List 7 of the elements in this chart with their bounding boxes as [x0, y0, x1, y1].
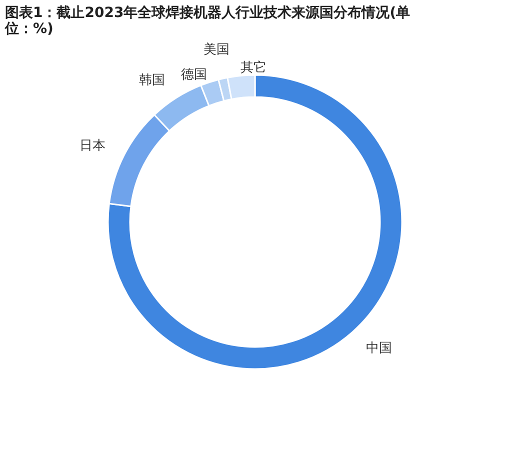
slice-label: 中国: [366, 341, 392, 356]
chart-title: 图表1：截止2023年全球焊接机器人行业技术来源国分布情况(单位：%): [4, 4, 410, 37]
slice-label: 其它: [240, 60, 266, 76]
slice-label: 德国: [181, 68, 208, 83]
slice-label: 韩国: [138, 73, 165, 88]
slice-label: 美国: [203, 41, 230, 58]
slice-label: 日本: [79, 138, 106, 154]
